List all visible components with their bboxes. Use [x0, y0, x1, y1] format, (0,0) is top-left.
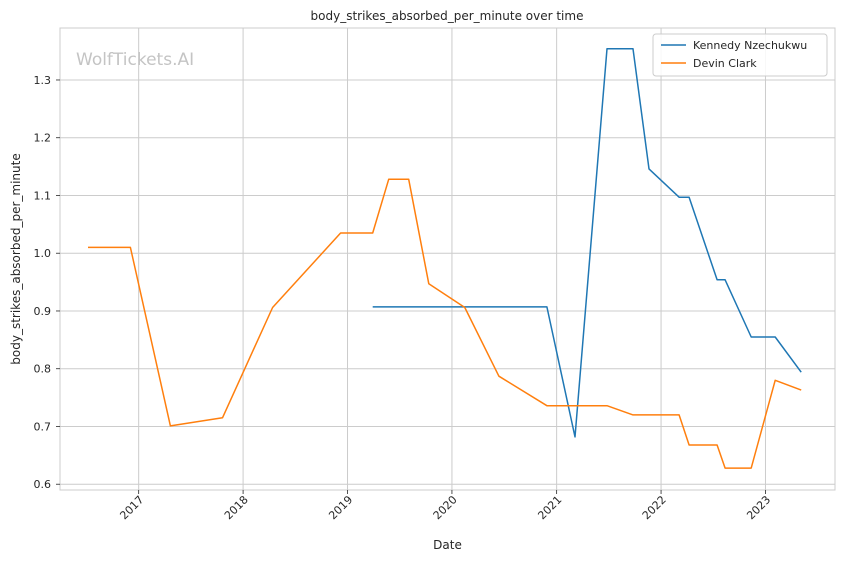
plot-area: WolfTickets.AI — [59, 27, 836, 491]
x-axis-ticks: 2017 2018 2019 2020 2021 2022 2023 — [117, 490, 773, 522]
plot-frame — [59, 27, 836, 491]
series-lines — [88, 48, 802, 469]
y-tick-label: 0.9 — [34, 305, 52, 318]
y-tick-label: 1.0 — [34, 247, 52, 260]
y-tick-label: 1.3 — [34, 74, 52, 87]
series-line-devin-clark — [88, 178, 802, 469]
y-tick-label: 1.1 — [34, 189, 52, 202]
legend-box — [652, 33, 828, 77]
legend: Kennedy Nzechukwu Devin Clark — [652, 33, 828, 77]
x-tick-label: 2020 — [431, 493, 460, 522]
x-tick-label: 2022 — [640, 493, 669, 522]
x-tick-label: 2019 — [326, 493, 355, 522]
x-tick-label: 2023 — [744, 493, 773, 522]
plot-background — [60, 28, 835, 490]
watermark: WolfTickets.AI — [76, 50, 194, 70]
x-axis-label: Date — [433, 538, 462, 552]
y-tick-label: 0.7 — [34, 420, 52, 433]
y-tick-label: 0.6 — [34, 478, 52, 491]
legend-label: Kennedy Nzechukwu — [693, 39, 807, 52]
legend-label: Devin Clark — [693, 57, 757, 70]
chart-title: body_strikes_absorbed_per_minute over ti… — [311, 9, 584, 23]
y-tick-label: 1.2 — [34, 132, 52, 145]
y-axis-ticks: 0.6 0.7 0.8 0.9 1.0 1.1 1.2 1.3 — [34, 74, 60, 491]
x-tick-label: 2021 — [535, 493, 564, 522]
y-axis-label: body_strikes_absorbed_per_minute — [9, 153, 23, 364]
x-tick-label: 2017 — [117, 493, 146, 522]
grid — [60, 28, 835, 490]
series-line-kennedy-nzechukwu — [372, 48, 802, 438]
x-tick-label: 2018 — [222, 493, 251, 522]
y-tick-label: 0.8 — [34, 363, 52, 376]
